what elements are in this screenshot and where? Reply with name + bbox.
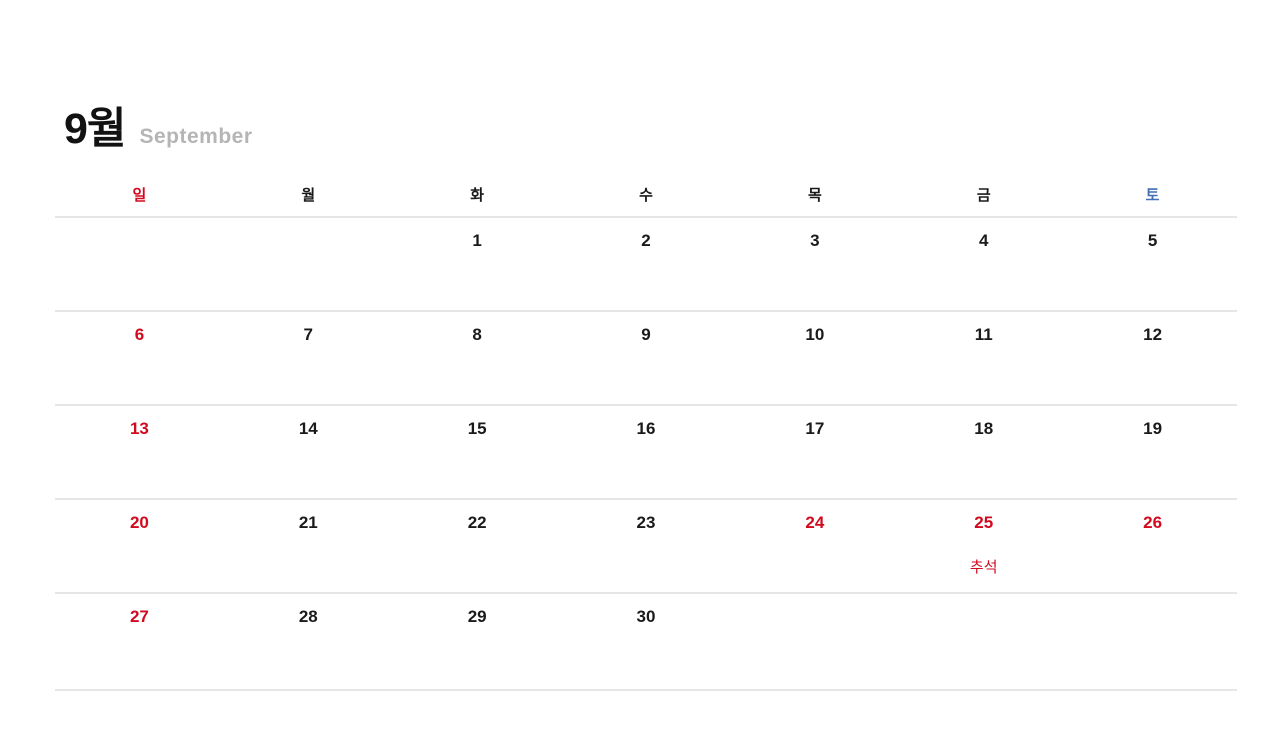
calendar-cell-empty	[730, 594, 899, 689]
holiday-name-label: 추석	[969, 559, 998, 576]
date-number: 28	[298, 607, 318, 626]
calendar-cell-holiday: 26	[1068, 500, 1237, 592]
month-calendar-grid: 일 월 화 수 목 금 토 1 2 3 4 5 6 7 8 9 10 11 12…	[55, 176, 1237, 691]
weekday-header-friday: 금	[976, 187, 991, 204]
calendar-cell-empty	[224, 218, 393, 310]
date-number: 6	[134, 325, 145, 344]
week-row-5: 27 28 29 30	[55, 594, 1237, 691]
weekday-header-tuesday: 화	[470, 187, 485, 204]
date-number: 1	[472, 231, 482, 250]
date-number: 14	[298, 419, 318, 438]
date-number: 18	[974, 419, 994, 438]
calendar-cell: 18	[899, 406, 1068, 498]
date-number: 11	[974, 325, 993, 344]
calendar-cell: 2	[562, 218, 731, 310]
date-number: 19	[1143, 419, 1163, 438]
calendar-cell: 8	[393, 312, 562, 404]
calendar-cell: 28	[224, 594, 393, 689]
calendar-cell-empty	[1068, 594, 1237, 689]
calendar-cell: 20	[55, 500, 224, 592]
calendar-cell: 10	[730, 312, 899, 404]
calendar-cell: 30	[562, 594, 731, 689]
calendar-cell: 19	[1068, 406, 1237, 498]
calendar-cell: 15	[393, 406, 562, 498]
week-row-4: 20 21 22 23 24 25 추석 26	[55, 500, 1237, 594]
date-number: 12	[1143, 325, 1163, 344]
calendar-cell: 4	[899, 218, 1068, 310]
date-number: 29	[467, 607, 487, 626]
date-number: 27	[129, 607, 149, 626]
calendar-cell: 5	[1068, 218, 1237, 310]
calendar-cell: 1	[393, 218, 562, 310]
calendar-cell: 13	[55, 406, 224, 498]
calendar-cell: 22	[393, 500, 562, 592]
date-number: 8	[472, 325, 482, 344]
date-number: 30	[636, 607, 656, 626]
calendar-cell: 17	[730, 406, 899, 498]
calendar-cell: 29	[393, 594, 562, 689]
calendar-title: 9월 September	[64, 105, 253, 153]
weekday-header-saturday: 토	[1145, 187, 1160, 204]
weekday-header-monday: 월	[301, 187, 316, 204]
calendar-cell-empty	[55, 218, 224, 310]
date-number: 5	[1147, 231, 1158, 250]
date-number: 13	[129, 419, 149, 438]
date-number: 22	[467, 513, 487, 532]
calendar-cell: 21	[224, 500, 393, 592]
weekday-header-thursday: 목	[807, 187, 822, 204]
date-number: 20	[129, 513, 149, 532]
calendar-cell: 23	[562, 500, 731, 592]
calendar-cell-holiday-chuseok: 25 추석	[899, 500, 1068, 592]
week-row-2: 6 7 8 9 10 11 12	[55, 312, 1237, 406]
week-row-3: 13 14 15 16 17 18 19	[55, 406, 1237, 500]
date-number: 17	[805, 419, 825, 438]
date-number: 2	[641, 231, 651, 250]
month-title-english: September	[139, 125, 253, 148]
calendar-cell: 9	[562, 312, 731, 404]
date-number: 26	[1143, 513, 1163, 532]
calendar-cell: 3	[730, 218, 899, 310]
weekday-header-wednesday: 수	[639, 187, 653, 204]
calendar-cell: 6	[55, 312, 224, 404]
calendar-cell: 27	[55, 594, 224, 689]
calendar-cell-empty	[899, 594, 1068, 689]
date-number: 24	[805, 513, 825, 532]
weekday-header-row: 일 월 화 수 목 금 토	[55, 176, 1237, 218]
date-number: 15	[467, 419, 487, 438]
week-row-1: 1 2 3 4 5	[55, 218, 1237, 312]
date-number: 16	[636, 419, 656, 438]
month-title-korean: 9월	[64, 105, 126, 153]
date-number: 21	[298, 513, 318, 532]
calendar-cell: 11	[899, 312, 1068, 404]
date-number: 3	[810, 231, 820, 250]
weekday-header-sunday: 일	[132, 187, 147, 204]
date-number: 9	[641, 325, 651, 344]
date-number: 10	[805, 325, 825, 344]
date-number: 7	[303, 325, 314, 344]
calendar-cell: 7	[224, 312, 393, 404]
calendar-cell: 14	[224, 406, 393, 498]
calendar-cell-holiday: 24	[730, 500, 899, 592]
calendar-cell: 12	[1068, 312, 1237, 404]
calendar-cell: 16	[562, 406, 731, 498]
date-number: 4	[978, 231, 989, 250]
date-number: 25	[974, 513, 994, 532]
date-number: 23	[636, 513, 656, 532]
